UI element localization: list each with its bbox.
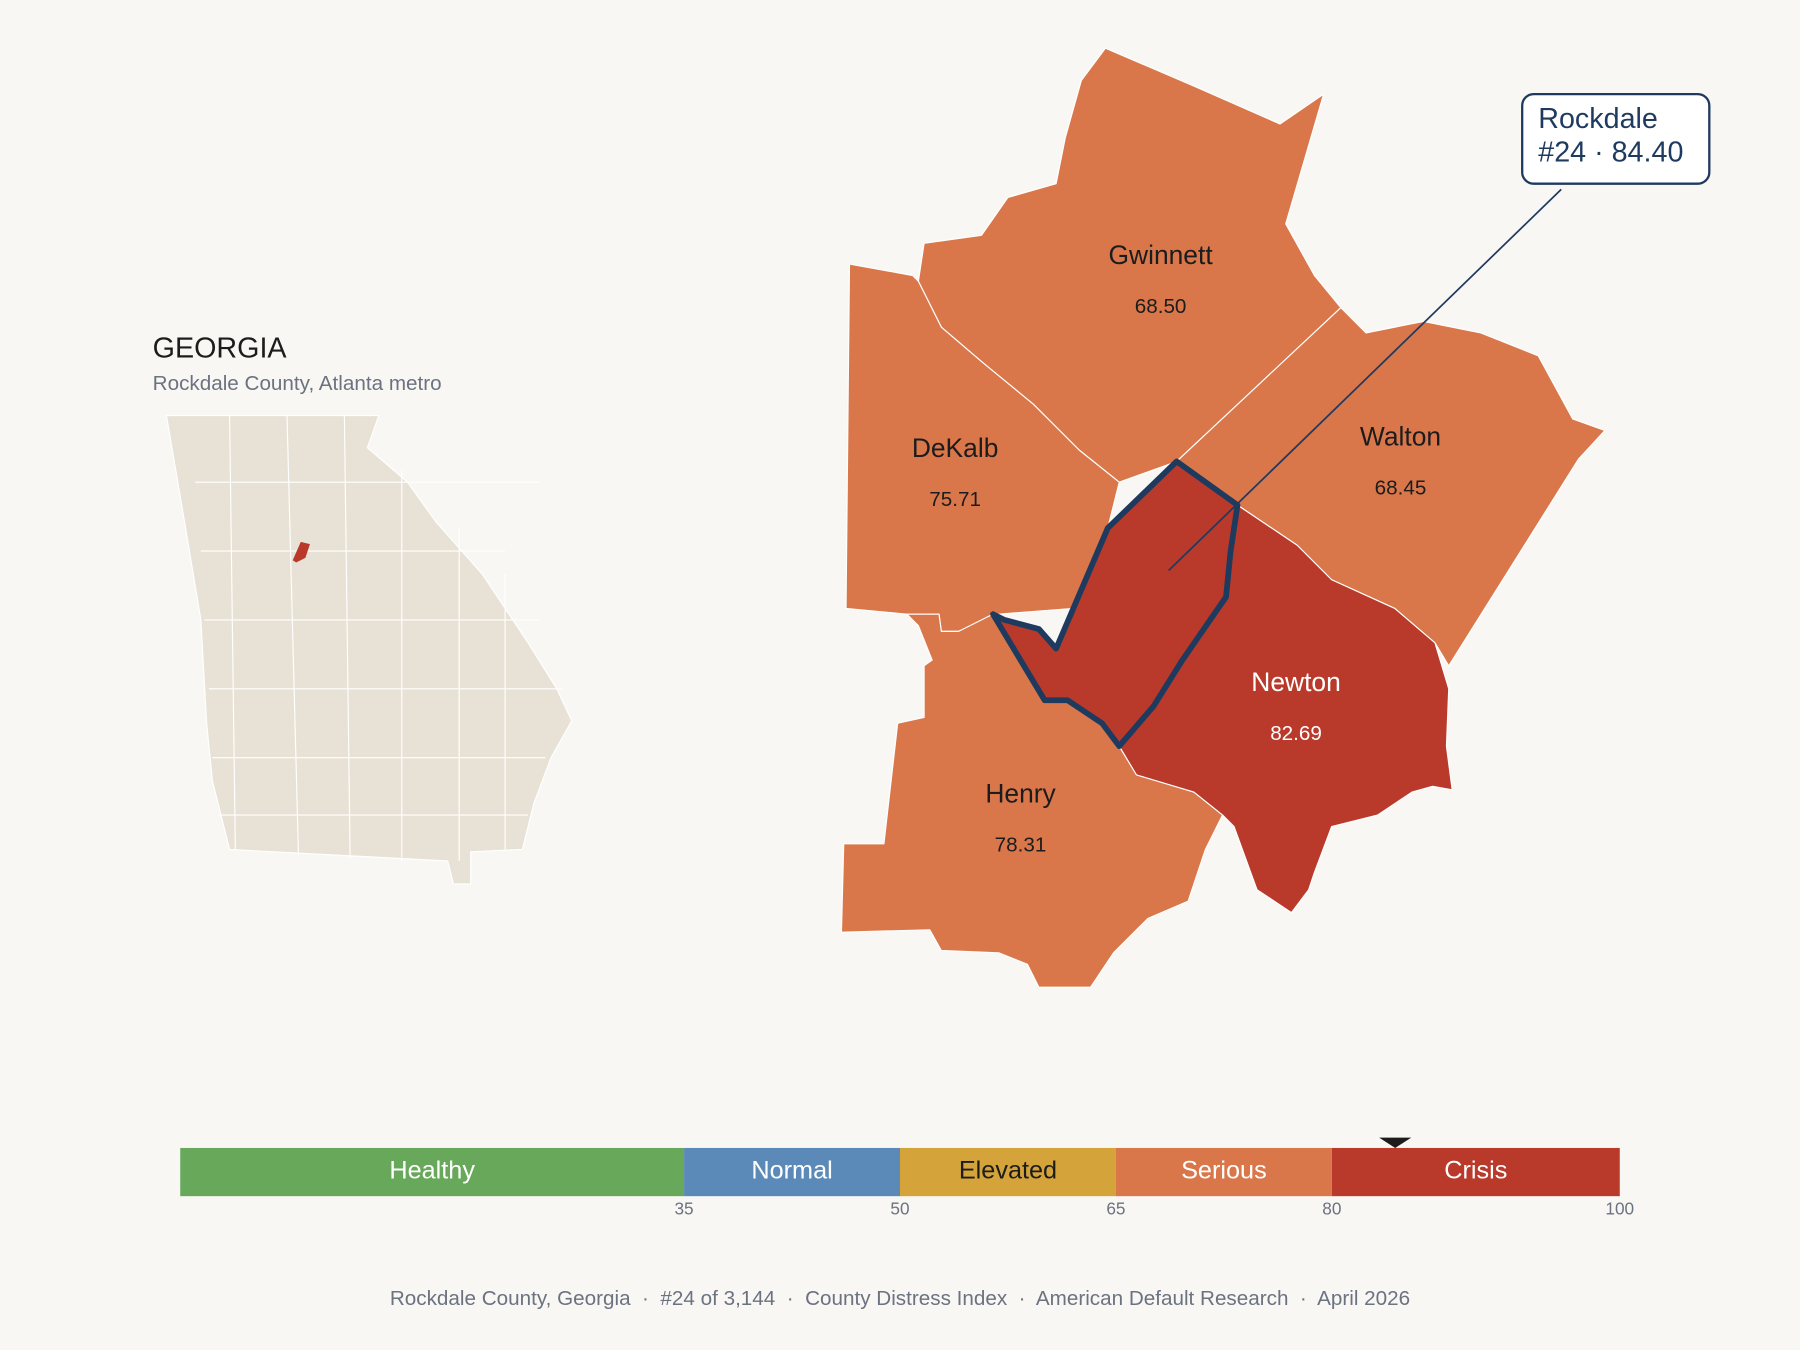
county-map: [840, 47, 1606, 988]
legend-band-label: Elevated: [959, 1157, 1057, 1185]
county-value: 68.50: [1135, 295, 1187, 318]
legend-band: [684, 1147, 900, 1197]
legend-tick-label: 50: [890, 1198, 909, 1218]
map-subtitle: Rockdale County, Atlanta metro: [153, 372, 442, 395]
legend-band-label: Crisis: [1444, 1157, 1507, 1185]
legend-band-label: Serious: [1181, 1157, 1267, 1185]
rockdale-locator: [292, 541, 310, 563]
legend-marker: [1379, 1137, 1412, 1148]
legend-band-label: Normal: [751, 1157, 832, 1185]
legend-tick-label: 35: [674, 1198, 693, 1218]
map-title: GEORGIA: [153, 333, 288, 365]
county-name: DeKalb: [912, 433, 999, 463]
legend-band: [1331, 1147, 1620, 1197]
legend-band-label: Healthy: [389, 1157, 475, 1185]
legend-tick-label: 80: [1322, 1198, 1341, 1218]
county-value: 78.31: [995, 833, 1047, 856]
county-name: Henry: [985, 779, 1056, 809]
legend-tick-label: 65: [1106, 1198, 1125, 1218]
county-name: Walton: [1360, 421, 1441, 451]
callout-box: [1521, 92, 1711, 185]
legend-band: [900, 1147, 1116, 1197]
georgia-county-lines: [195, 415, 563, 861]
legend-band: [1115, 1147, 1332, 1197]
georgia-outline: [165, 414, 573, 885]
county: [990, 458, 1241, 750]
county-name: Newton: [1251, 667, 1340, 697]
legend-band: [180, 1147, 685, 1197]
county-name: Gwinnett: [1109, 240, 1214, 270]
footer: Rockdale County, Georgia · #24 of 3,144 …: [390, 1287, 1410, 1310]
callout-name: Rockdale: [1538, 103, 1658, 135]
county-value: 82.69: [1270, 722, 1322, 745]
county-value: 68.45: [1375, 476, 1427, 499]
county-value: 75.71: [929, 488, 981, 511]
callout-leader: [1168, 188, 1562, 572]
legend: Healthy Normal Elevated Serious Crisis 35 50 65…: [180, 1137, 1634, 1218]
legend-tick-label: 100: [1605, 1198, 1634, 1218]
callout-rank: #24 · 84.40: [1538, 136, 1683, 168]
